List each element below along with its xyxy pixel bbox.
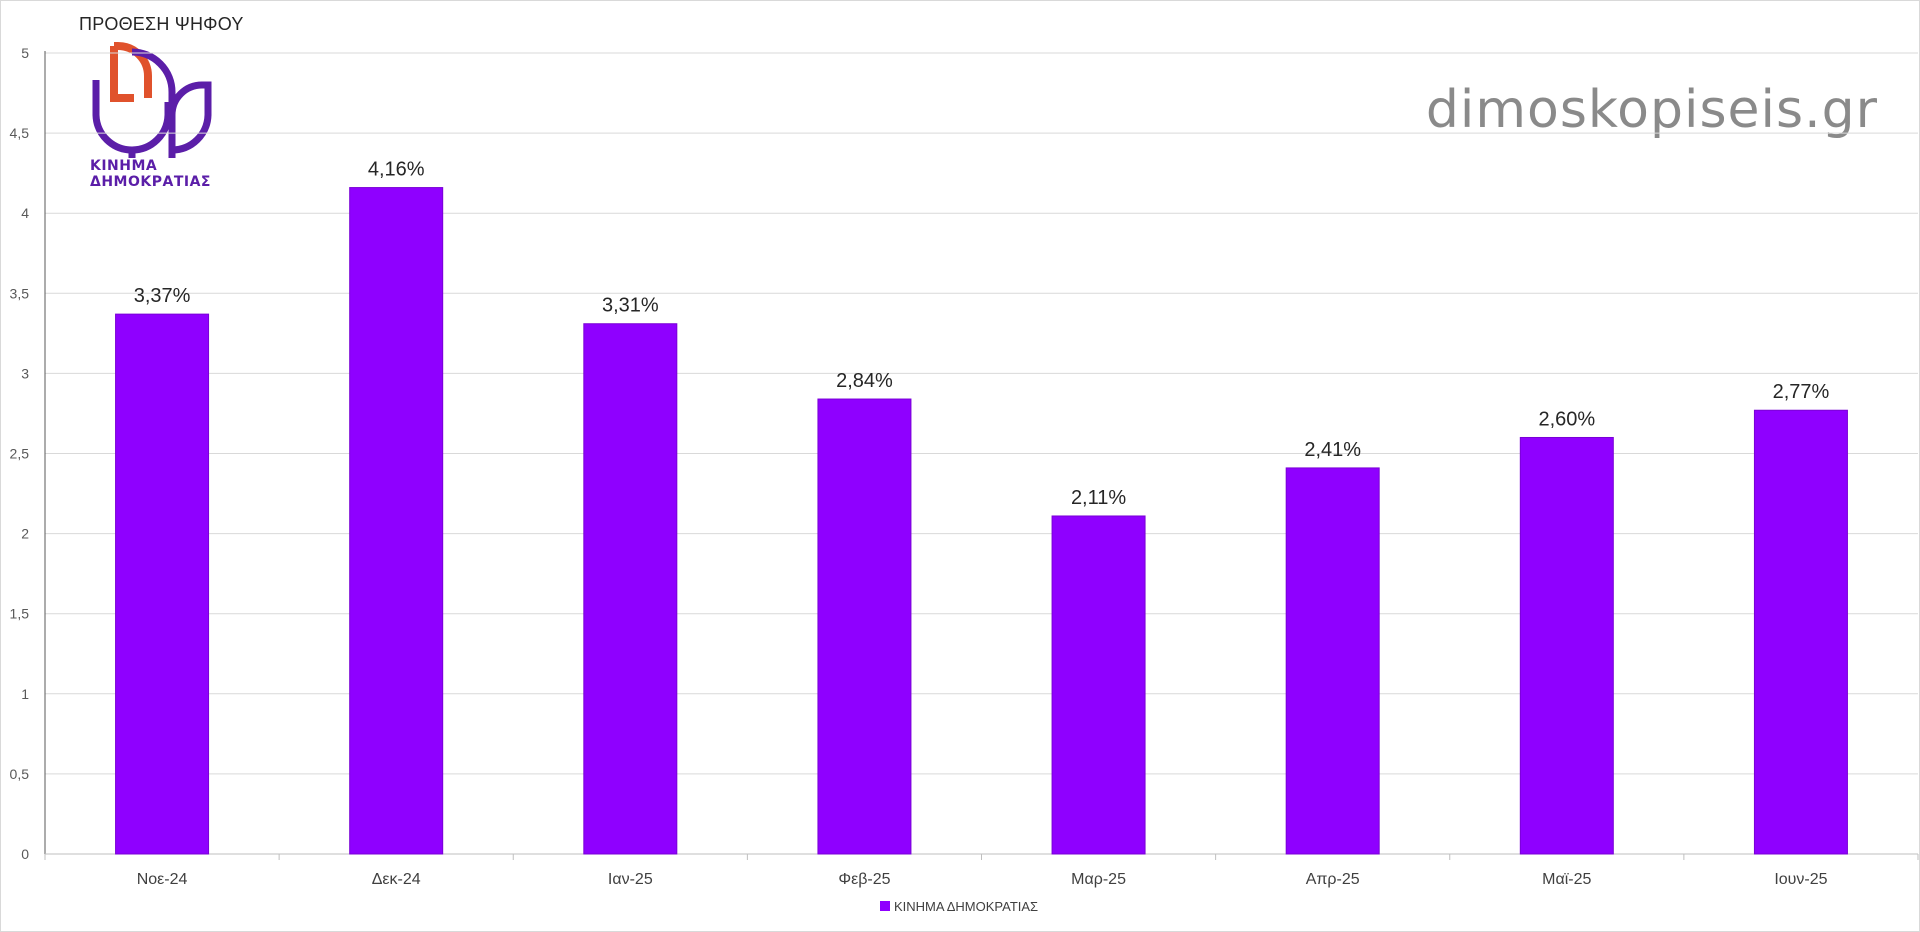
legend-swatch	[880, 901, 890, 911]
bars	[115, 187, 1848, 855]
axes: 0 0,5 1 1,5 2 2,5 3 3,5 4 4,5 5 Νοε-24 Δεκ-24 Ιαν-25 Φ…	[10, 45, 1919, 888]
bar	[1051, 515, 1146, 855]
x-tick-label: Ιουν-25	[1774, 871, 1827, 888]
bar	[115, 313, 210, 855]
logo-line-2: ΔΗΜΟΚΡΑΤΙΑΣ	[90, 174, 211, 190]
data-labels: 3,37% 4,16% 3,31% 2,84% 2,11% 2,41% 2,60% 2,77%	[134, 159, 1830, 509]
party-logo-text: ΚΙΝΗΜΑ ΔΗΜΟΚΡΑΤΙΑΣ	[90, 158, 211, 190]
y-tick-label: 2	[21, 526, 29, 542]
y-tick-label: 0,5	[10, 766, 30, 782]
bar	[1519, 436, 1614, 855]
x-tick-label: Φεβ-25	[838, 871, 890, 888]
data-label: 2,77%	[1773, 381, 1830, 403]
data-label: 2,60%	[1538, 408, 1595, 430]
chart-title: ΠΡΟΘΕΣΗ ΨΗΦΟΥ	[79, 14, 244, 34]
gridlines	[45, 52, 1918, 775]
y-tick-label: 5	[21, 45, 29, 61]
logo-line-1: ΚΙΝΗΜΑ	[90, 158, 158, 174]
y-tick-label: 4,5	[10, 125, 30, 141]
bar	[817, 398, 912, 855]
y-tick-label: 3,5	[10, 285, 30, 301]
bar	[1285, 467, 1380, 855]
x-tick-label: Απρ-25	[1306, 871, 1360, 888]
x-tick-label: Ιαν-25	[608, 871, 653, 888]
y-tick-label: 3	[21, 365, 29, 381]
x-tick-label: Δεκ-24	[372, 871, 421, 888]
data-label: 2,11%	[1071, 487, 1126, 509]
data-label: 4,16%	[368, 159, 425, 181]
x-tick-label: Νοε-24	[137, 871, 188, 888]
x-tick-label: Μαϊ-25	[1542, 871, 1591, 888]
bar	[1753, 409, 1848, 855]
y-tick-label: 1	[21, 686, 29, 702]
legend-label: ΚΙΝΗΜΑ ΔΗΜΟΚΡΑΤΙΑΣ	[894, 899, 1038, 914]
x-tick-label: Μαρ-25	[1071, 871, 1126, 888]
data-label: 3,31%	[602, 295, 659, 317]
y-tick-label: 2,5	[10, 446, 30, 462]
bar	[349, 187, 444, 855]
data-label: 3,37%	[134, 285, 191, 307]
y-tick-label: 1,5	[10, 606, 30, 622]
y-tick-label: 0	[21, 846, 29, 862]
y-tick-label: 4	[21, 205, 29, 221]
data-label: 2,84%	[836, 370, 893, 392]
legend: ΚΙΝΗΜΑ ΔΗΜΟΚΡΑΤΙΑΣ	[880, 899, 1038, 914]
bar	[583, 323, 678, 855]
data-label: 2,41%	[1304, 439, 1361, 461]
watermark: dimoskopiseis.gr	[1425, 80, 1878, 140]
